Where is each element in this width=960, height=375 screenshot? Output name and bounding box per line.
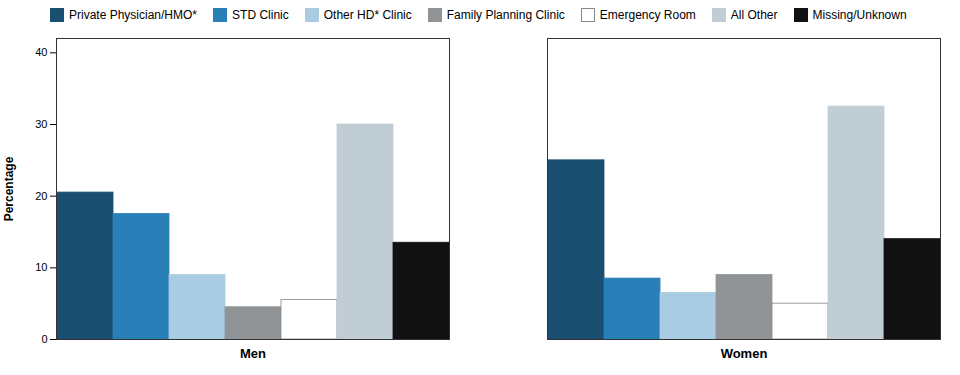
html-text:Other HD* Clinic: Other HD* Clinic xyxy=(323,8,412,22)
html-text:Emergency Room: Emergency Room xyxy=(599,8,696,22)
svg-text:30: 30 xyxy=(35,118,47,130)
svg-text:Women: Women xyxy=(721,346,768,361)
html-text:Family Planning Clinic: Family Planning Clinic xyxy=(446,8,565,22)
svg-text:Men: Men xyxy=(240,346,266,361)
svg-text:10: 10 xyxy=(35,261,47,273)
html-text:All Other: All Other xyxy=(730,8,778,22)
svg-text:20: 20 xyxy=(35,190,47,202)
svg-text:Percentage: Percentage xyxy=(2,156,16,221)
html-text:Private Physician/HMO*: Private Physician/HMO* xyxy=(69,8,197,22)
svg-text:0: 0 xyxy=(41,333,47,345)
svg-text:40: 40 xyxy=(35,46,47,58)
html-text:STD Clinic: STD Clinic xyxy=(232,8,289,22)
html-text:Missing/Unknown: Missing/Unknown xyxy=(812,8,907,22)
